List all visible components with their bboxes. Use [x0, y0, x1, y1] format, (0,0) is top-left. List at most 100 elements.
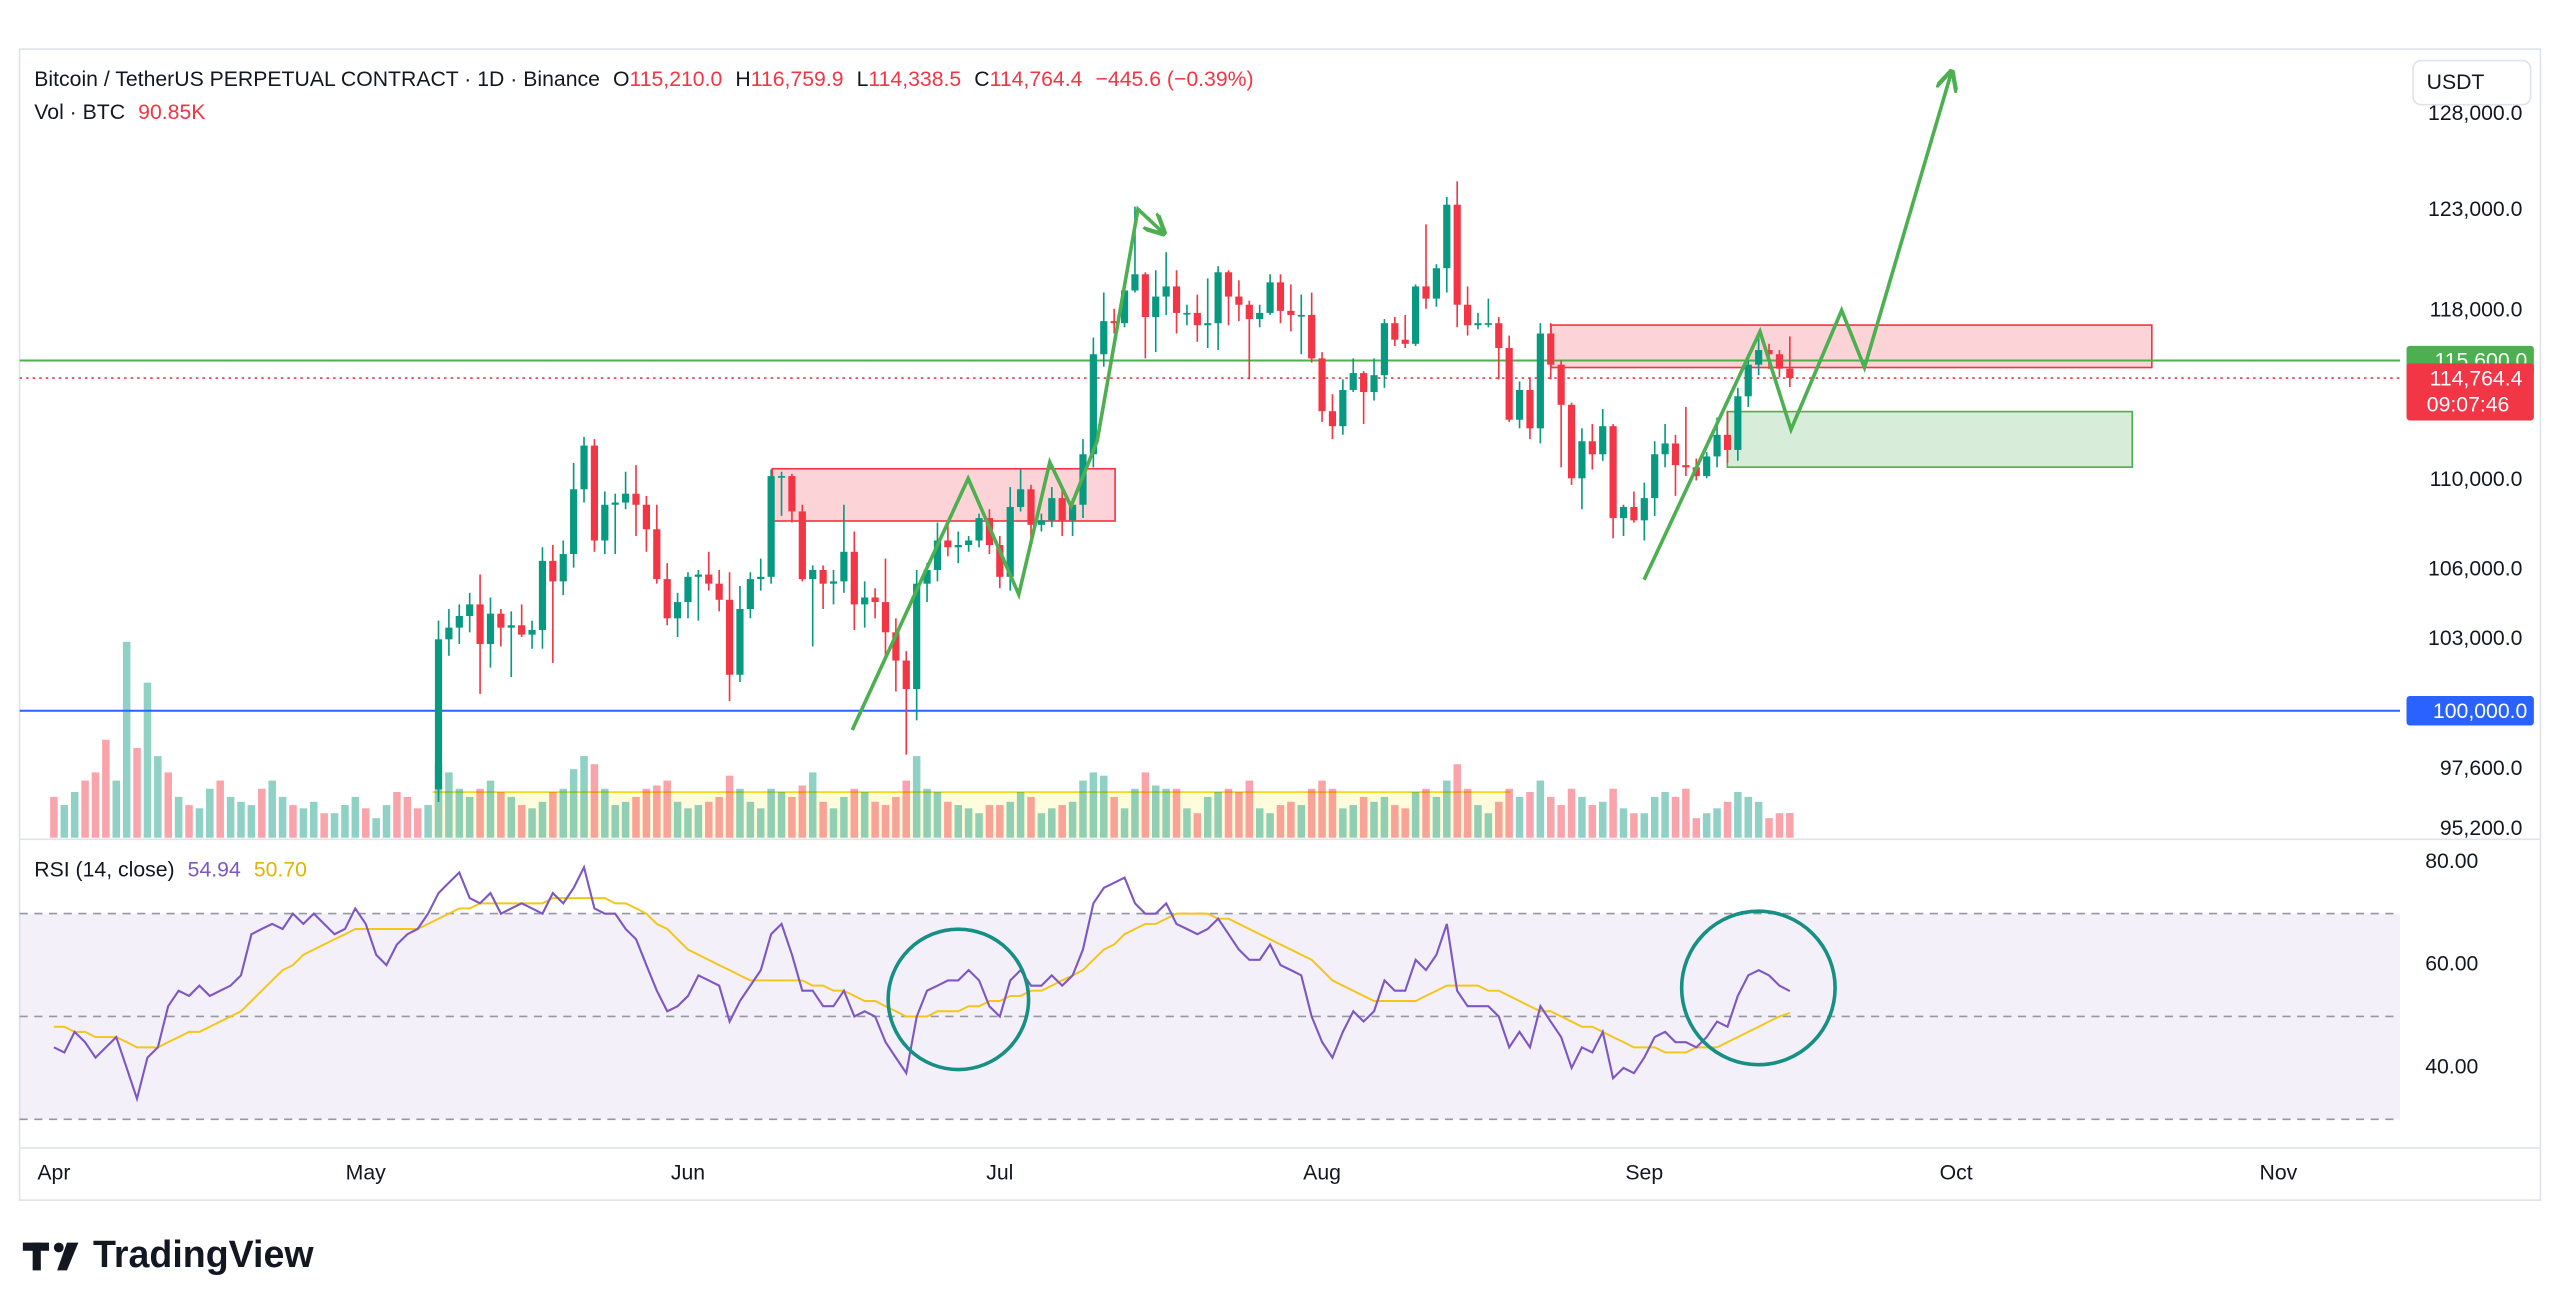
volume-bar [1048, 808, 1056, 838]
candle-body [1609, 426, 1617, 519]
candle-body [1744, 364, 1752, 397]
price-pane [19, 181, 2400, 838]
volume-bar [1588, 805, 1597, 838]
volume-bar [892, 796, 900, 838]
volume-bar [1016, 792, 1025, 838]
volume-bar [1183, 808, 1191, 838]
volume-bar [1380, 796, 1389, 838]
volume-bar [1068, 801, 1077, 838]
volume-bar [268, 780, 276, 838]
x-tick-label: Apr [37, 1162, 70, 1185]
volume-bar [476, 788, 484, 838]
volume-bar [50, 796, 58, 838]
volume-bar [455, 788, 464, 838]
close-value: 114,764.4 [990, 68, 1083, 91]
candle-body [1027, 489, 1035, 525]
candle-body [767, 476, 775, 577]
candle-body [725, 599, 734, 675]
volume-bar [985, 805, 994, 838]
volume-bar [1432, 796, 1441, 838]
volume-bar [1006, 801, 1014, 838]
candle-body [829, 581, 838, 584]
candle-body [1567, 404, 1576, 479]
candle-body [1245, 304, 1253, 320]
symbol: Bitcoin / TetherUS PERPETUAL CONTRACT · … [34, 68, 600, 91]
candle-body [663, 579, 671, 619]
volume-bar [621, 801, 630, 838]
candle-body [497, 613, 505, 628]
volume-bar [933, 792, 942, 838]
candle-body [944, 540, 952, 548]
candle-body [1162, 286, 1170, 297]
volume-bar [569, 769, 578, 838]
volume-bar [528, 808, 536, 838]
volume-bar [1255, 808, 1264, 838]
volume-bar [840, 796, 848, 838]
volume-bar [996, 805, 1004, 838]
candle-body [455, 615, 463, 628]
volume-bar [403, 796, 412, 838]
candle-body [1110, 321, 1118, 324]
volume-bar [1650, 796, 1659, 838]
candle-body [1006, 506, 1014, 577]
volume-bar [1754, 801, 1763, 838]
candle-body [673, 602, 682, 619]
candle-body [975, 518, 983, 541]
volume-bar [798, 785, 807, 838]
volume-bar [1567, 788, 1576, 838]
volume-bar [756, 808, 765, 838]
volume-bar [611, 805, 619, 838]
rsi-ma-value: 50.70 [254, 858, 307, 881]
y-tick-label: 95,200.0 [2440, 817, 2523, 840]
candle-body [1588, 441, 1596, 455]
volume-bar [1297, 805, 1306, 838]
volume-bar [465, 796, 474, 838]
volume-bar [1609, 788, 1617, 838]
volume-bar [653, 785, 661, 838]
y-tick-label: 110,000.0 [2430, 468, 2523, 491]
volume-bar [819, 801, 827, 838]
candle-body [798, 511, 806, 580]
candle-body [840, 551, 848, 582]
volume-bar [590, 764, 599, 838]
candle-body [1734, 396, 1742, 450]
volume-bar [1463, 788, 1472, 838]
volume-bar [330, 813, 339, 838]
candle-body [777, 476, 786, 478]
candle-body [902, 660, 910, 690]
x-tick-label: Oct [1940, 1162, 1973, 1185]
y-tick-label: 106,000.0 [2428, 558, 2522, 581]
candle-body [622, 493, 630, 503]
volume-bar [881, 805, 890, 838]
volume-bar [1536, 780, 1545, 838]
candle-body [466, 604, 474, 616]
candle-body [694, 574, 702, 577]
volume-bar [517, 805, 526, 838]
change-value: −445.6 (−0.39%) [1096, 68, 1254, 91]
volume-bar [912, 756, 921, 838]
candle-body [1453, 204, 1461, 305]
volume-bar [975, 813, 983, 838]
volume-bar [1079, 780, 1087, 838]
y-tick-label: 97,600.0 [2440, 757, 2523, 780]
currency-button[interactable] [2412, 59, 2532, 106]
open-value: 115,210.0 [629, 68, 722, 91]
volume-bar [102, 739, 110, 838]
rsi-tick-label: 40.00 [2425, 1056, 2478, 1079]
volume-bar [1505, 788, 1513, 838]
volume-bar [871, 801, 879, 838]
candle-body [705, 574, 713, 584]
candle-body [1318, 358, 1326, 412]
candle-body [1526, 389, 1534, 429]
x-tick-label: May [346, 1162, 386, 1185]
candle-body [1495, 323, 1503, 348]
x-tick-label: Nov [2260, 1162, 2298, 1185]
candle-body [1412, 286, 1420, 344]
volume-bar [777, 792, 786, 838]
volume-bar [1515, 796, 1524, 838]
candle-body [1193, 312, 1201, 326]
volume-bar [382, 805, 391, 838]
projection-arrow [1642, 74, 1951, 581]
volume-bar [1224, 788, 1233, 838]
candle-body [1204, 323, 1212, 326]
